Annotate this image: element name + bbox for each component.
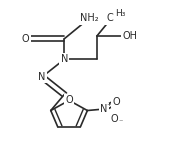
- Text: H₃: H₃: [115, 9, 125, 18]
- Text: O: O: [113, 97, 120, 107]
- Text: N: N: [61, 54, 68, 64]
- Text: +: +: [107, 102, 112, 107]
- Text: C: C: [106, 13, 113, 23]
- Text: O: O: [65, 95, 73, 105]
- Text: NH₂: NH₂: [80, 13, 99, 23]
- Text: ⁻: ⁻: [118, 118, 122, 127]
- Text: OH: OH: [122, 31, 137, 41]
- Text: N: N: [100, 104, 107, 114]
- Text: O: O: [111, 114, 118, 124]
- Text: O: O: [22, 34, 29, 44]
- Text: N: N: [38, 72, 46, 82]
